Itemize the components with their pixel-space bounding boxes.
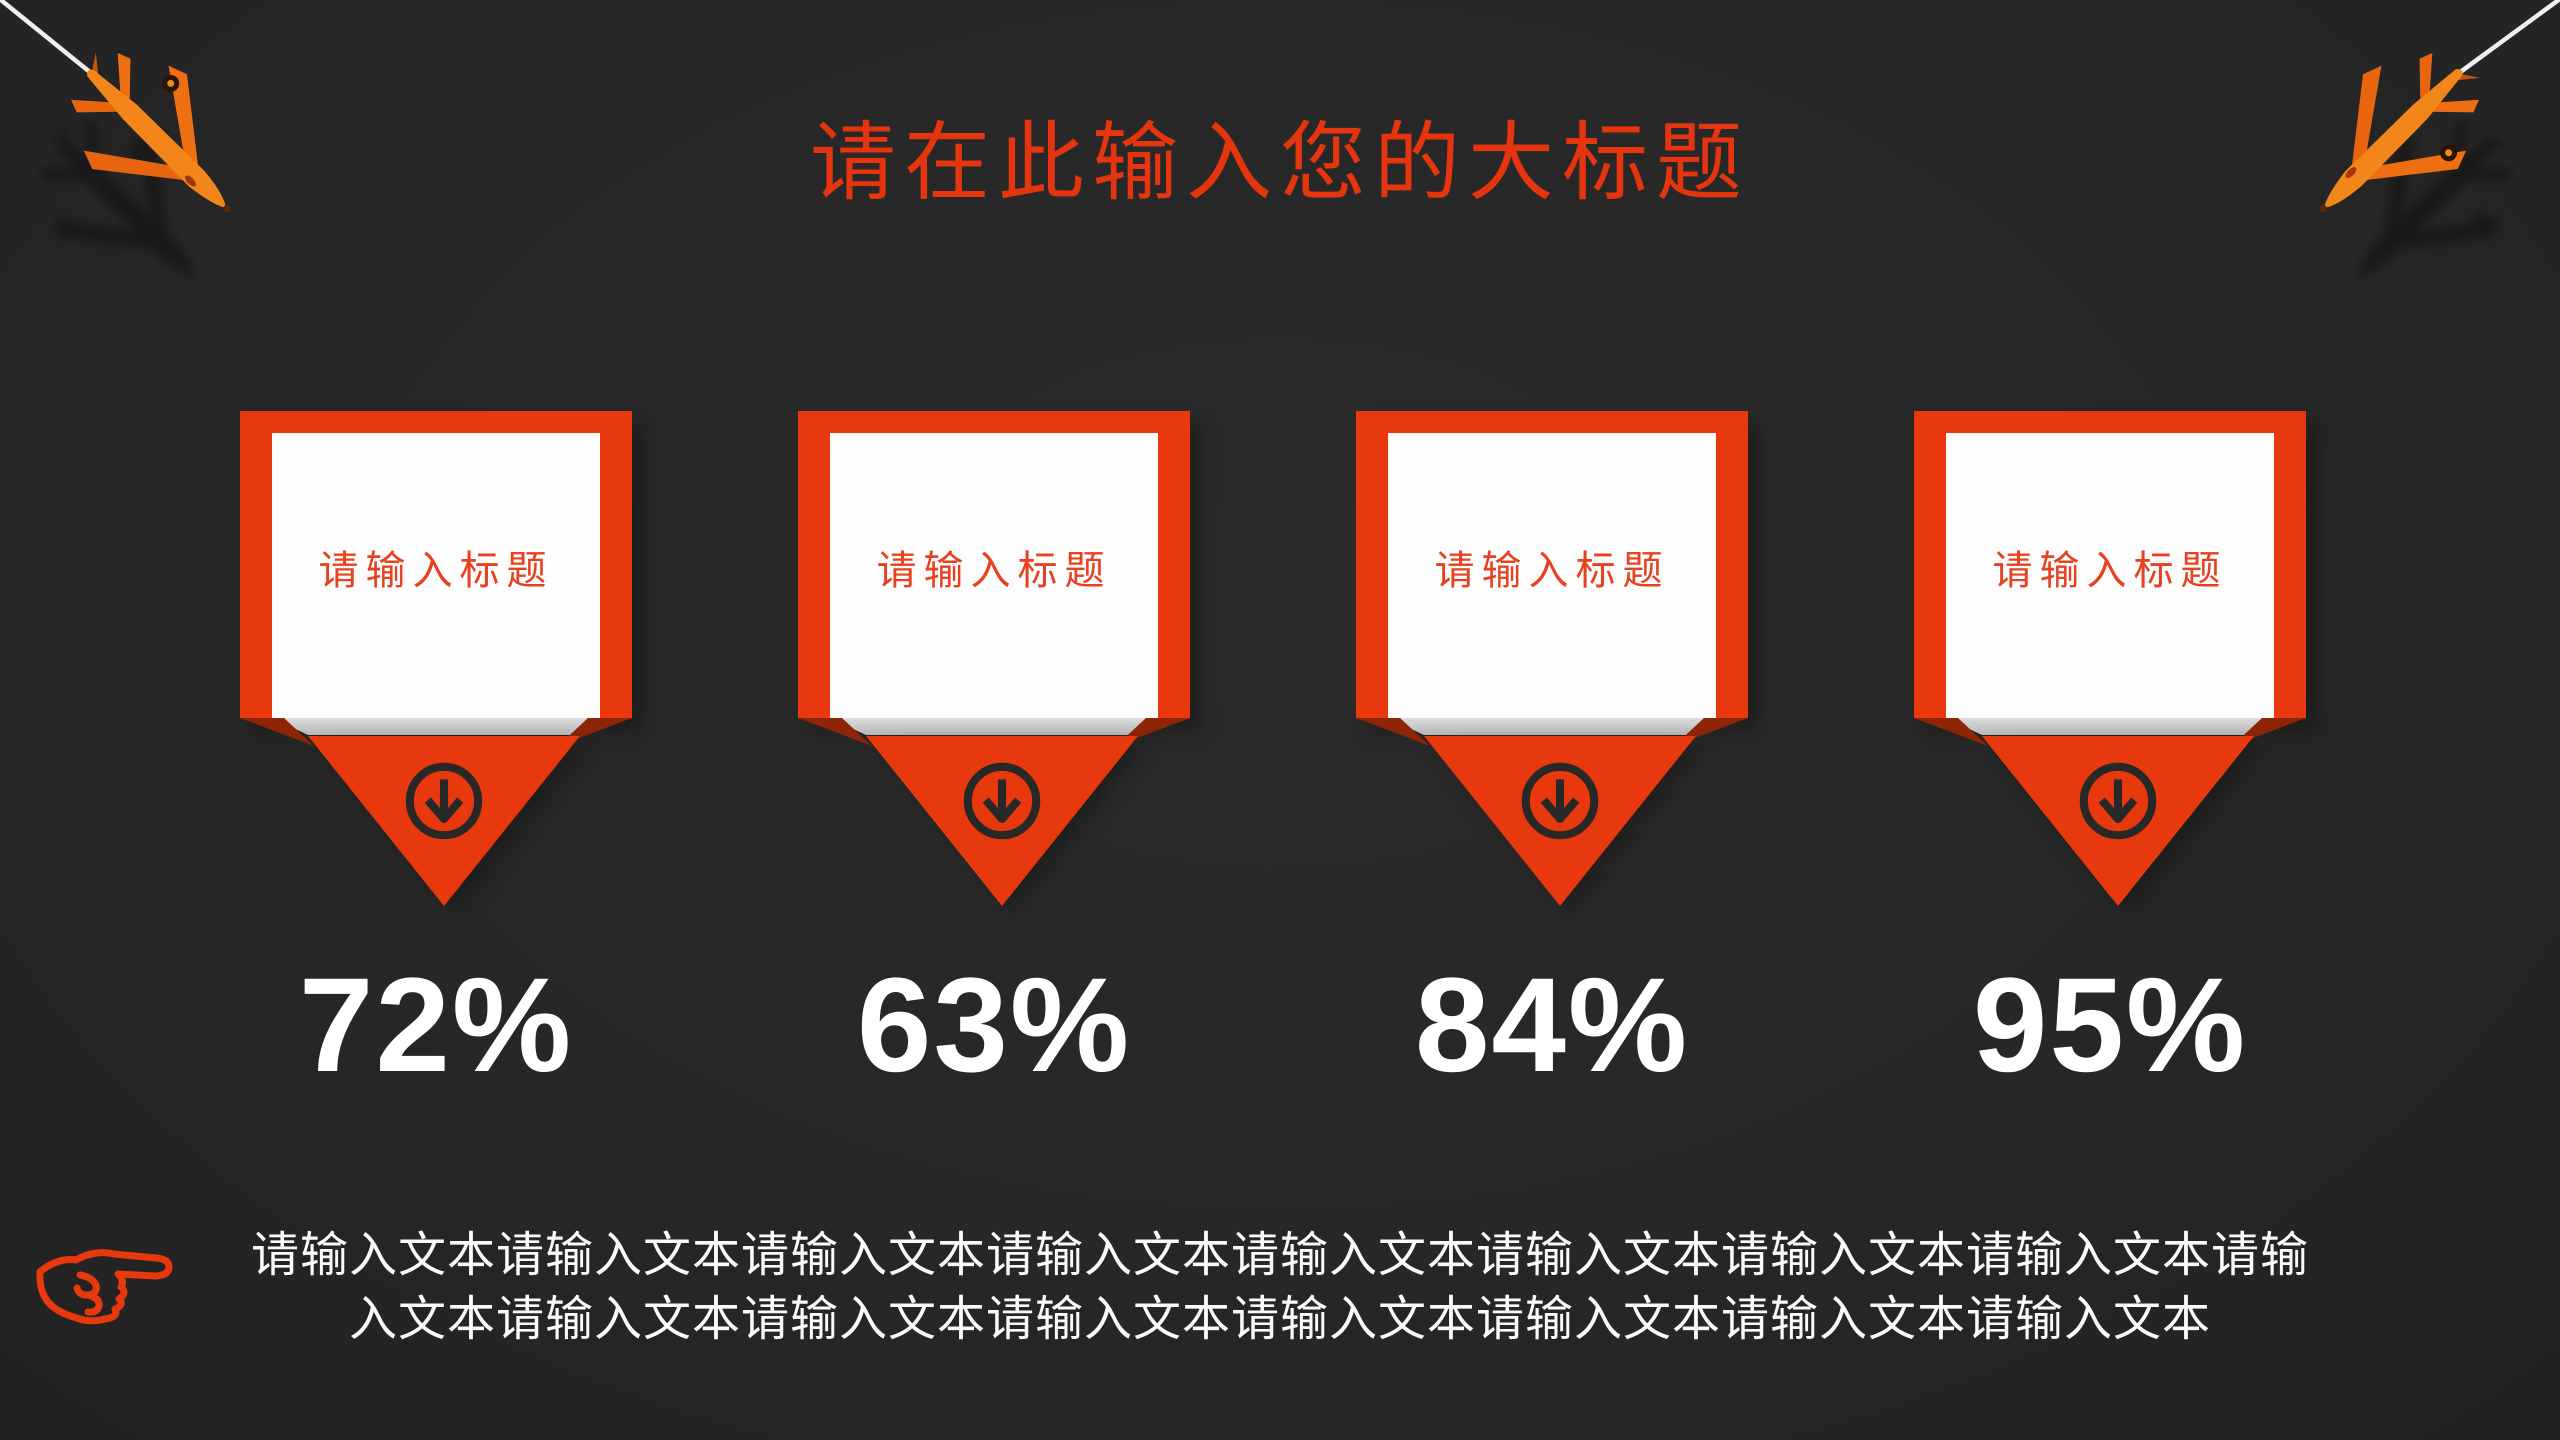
stat-card-1: 请输入标题 72% — [240, 411, 632, 1131]
down-arrow-circle-icon — [2079, 762, 2157, 840]
stat-card-2: 请输入标题 63% — [798, 411, 1190, 1131]
body-text[interactable]: 请输入文本请输入文本请输入文本请输入文本请输入文本请输入文本请输入文本请输入文本… — [0, 1224, 2560, 1352]
card-paper: 请输入标题 — [830, 433, 1158, 718]
airplane-icon — [0, 0, 330, 330]
down-arrow-circle-icon — [963, 762, 1041, 840]
card-title[interactable]: 请输入标题 — [1992, 548, 2228, 593]
down-arrow-circle-icon — [1521, 762, 1599, 840]
body-text-line-2: 入文本请输入文本请输入文本请输入文本请输入文本请输入文本请输入文本请输入文本 — [348, 1293, 2211, 1346]
stat-percent[interactable]: 63% — [856, 951, 1132, 1100]
body-text-line-1: 请输入文本请输入文本请输入文本请输入文本请输入文本请输入文本请输入文本请输入文本… — [250, 1229, 2309, 1282]
card-paper: 请输入标题 — [1388, 433, 1716, 718]
hanging-string — [2456, 0, 2560, 76]
ribbon-crease — [1388, 718, 1716, 735]
ribbon-crease — [1946, 718, 2274, 735]
down-arrow-circle-icon — [405, 762, 483, 840]
airplane-icon — [2230, 0, 2560, 330]
stat-percent[interactable]: 95% — [1972, 951, 2248, 1100]
card-title[interactable]: 请输入标题 — [1434, 548, 1670, 593]
pointing-hand-icon — [28, 1236, 188, 1336]
ribbon-crease — [830, 718, 1158, 735]
card-title[interactable]: 请输入标题 — [318, 548, 554, 593]
ribbon-crease — [272, 718, 600, 735]
stat-percent[interactable]: 72% — [298, 951, 574, 1100]
cards-row: 请输入标题 72% 请输入标题 63% — [240, 411, 2306, 1131]
card-paper: 请输入标题 — [272, 433, 600, 718]
card-title[interactable]: 请输入标题 — [876, 548, 1112, 593]
stat-percent[interactable]: 84% — [1414, 951, 1690, 1100]
hanging-string — [0, 0, 94, 76]
stat-card-3: 请输入标题 84% — [1356, 411, 1748, 1131]
page-title[interactable]: 请在此输入您的大标题 — [810, 115, 1750, 211]
stat-card-4: 请输入标题 95% — [1914, 411, 2306, 1131]
card-paper: 请输入标题 — [1946, 433, 2274, 718]
